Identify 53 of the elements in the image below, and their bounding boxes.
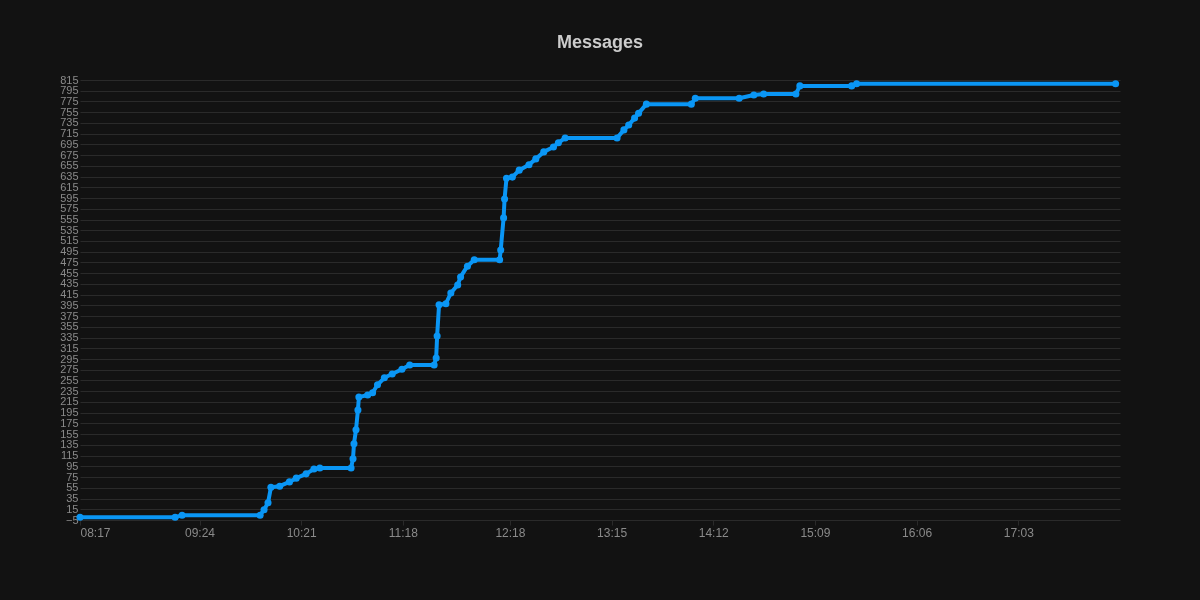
y-tick-label: 595 (60, 191, 79, 204)
y-tick-label: −5 (65, 513, 79, 526)
x-tick-label: 16:06 (902, 525, 933, 540)
y-tick-label: 475 (60, 255, 79, 268)
y-tick-label: 155 (60, 427, 79, 440)
y-tick-label: 215 (60, 395, 79, 408)
x-tick-label: 14:12 (698, 525, 730, 540)
x-tick-label: 10:21 (286, 525, 318, 540)
y-tick-label: 775 (60, 94, 79, 107)
y-tick-label: 255 (60, 373, 79, 386)
y-tick-label: 795 (60, 84, 79, 97)
y-tick-label: 735 (60, 116, 79, 129)
y-tick-label: 275 (60, 363, 79, 376)
x-tick-label: 11:18 (388, 525, 419, 540)
y-tick-label: 335 (60, 331, 79, 344)
y-tick-label: 115 (60, 449, 79, 462)
y-tick-label: 695 (60, 137, 79, 150)
y-tick-label: 715 (60, 127, 79, 140)
y-tick-label: 495 (60, 245, 79, 258)
y-tick-label: 175 (60, 416, 79, 429)
chart-title: Messages (556, 32, 644, 52)
y-tick-label: 575 (60, 202, 79, 215)
y-tick-label: 655 (60, 159, 79, 172)
y-tick-label: 195 (60, 406, 79, 419)
y-tick-label: 235 (60, 384, 79, 397)
y-tick-label: 15 (66, 502, 79, 515)
y-tick-label: 515 (60, 234, 79, 247)
y-tick-label: 415 (60, 288, 79, 301)
y-tick-label: 435 (60, 277, 79, 290)
y-tick-label: 95 (66, 459, 79, 472)
y-tick-label: 75 (66, 470, 79, 483)
x-tick-label: 09:24 (185, 525, 216, 540)
y-tick-label: 815 (60, 73, 79, 86)
x-tick-label: 17:03 (1003, 525, 1035, 540)
y-tick-label: 55 (66, 481, 79, 494)
y-tick-label: 135 (60, 438, 79, 451)
y-tick-label: 755 (60, 105, 79, 118)
x-tick-label: 13:15 (597, 525, 628, 540)
y-tick-label: 635 (60, 170, 79, 183)
y-tick-label: 35 (66, 492, 79, 505)
y-tick-label: 555 (60, 213, 79, 226)
y-tick-label: 455 (60, 266, 79, 279)
y-tick-label: 535 (60, 223, 79, 236)
y-tick-label: 355 (60, 320, 79, 333)
x-tick-label: 08:17 (80, 525, 111, 540)
y-tick-label: 615 (60, 180, 79, 193)
y-tick-label: 675 (60, 148, 79, 161)
y-tick-label: 375 (60, 309, 79, 322)
x-tick-label: 15:09 (800, 525, 831, 540)
y-tick-label: 295 (60, 352, 79, 365)
y-tick-label: 395 (60, 298, 79, 311)
x-tick-label: 12:18 (495, 525, 526, 540)
y-tick-label: 315 (60, 341, 79, 354)
